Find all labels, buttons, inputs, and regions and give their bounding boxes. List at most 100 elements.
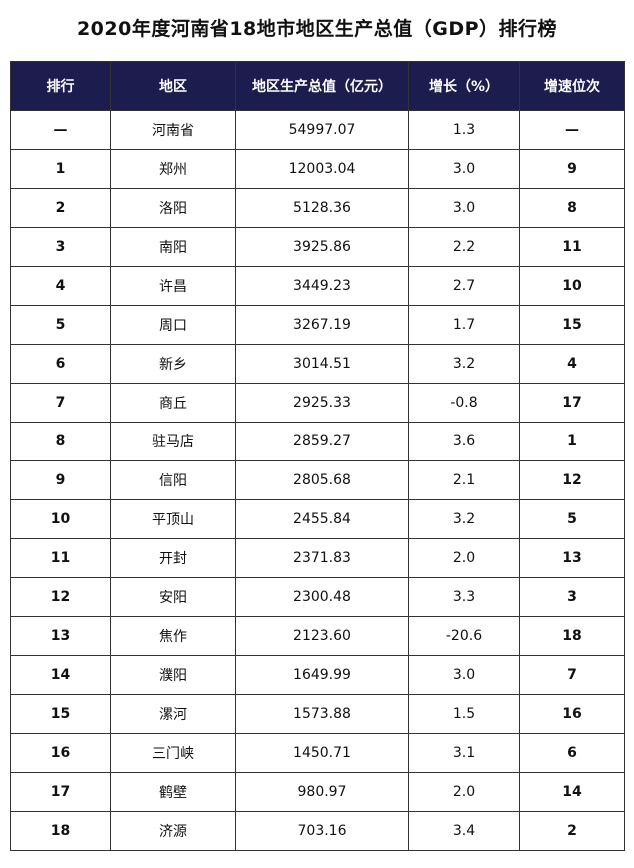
cell-growth: 3.6 xyxy=(408,421,520,462)
cell-growth: 3.4 xyxy=(408,810,520,851)
cell-gdp: 2123.60 xyxy=(235,616,409,657)
cell-region: 安阳 xyxy=(110,577,236,618)
cell-growth: 3.2 xyxy=(408,499,520,540)
cell-growth: 2.1 xyxy=(408,460,520,501)
cell-growth: 2.7 xyxy=(408,265,520,306)
cell-gdp: 2805.68 xyxy=(235,460,409,501)
header-growth: 增长（%） xyxy=(408,61,520,111)
cell-speed-rank: 14 xyxy=(519,771,625,812)
cell-region: 平顶山 xyxy=(110,499,236,540)
cell-speed-rank: 8 xyxy=(519,187,625,228)
cell-growth: 3.0 xyxy=(408,187,520,228)
cell-region: 许昌 xyxy=(110,265,236,306)
table-row: 2 洛阳 5128.36 3.0 8 xyxy=(10,187,625,228)
cell-gdp: 3267.19 xyxy=(235,304,409,345)
table-row: 18 济源 703.16 3.4 2 xyxy=(10,810,625,851)
cell-rank: 15 xyxy=(10,694,111,734)
cell-gdp: 2300.48 xyxy=(235,577,409,618)
cell-gdp: 703.16 xyxy=(235,810,409,851)
cell-rank: — xyxy=(10,110,111,150)
cell-speed-rank: 12 xyxy=(519,460,625,501)
cell-gdp: 2371.83 xyxy=(235,538,409,579)
table-row: 17 鹤壁 980.97 2.0 14 xyxy=(10,771,625,812)
cell-gdp: 2925.33 xyxy=(235,382,409,423)
cell-rank: 17 xyxy=(10,771,111,812)
cell-growth: 2.2 xyxy=(408,226,520,267)
cell-speed-rank: 3 xyxy=(519,577,625,618)
cell-gdp: 2859.27 xyxy=(235,421,409,462)
cell-growth: 3.0 xyxy=(408,148,520,189)
cell-gdp: 3449.23 xyxy=(235,265,409,306)
cell-growth: 3.0 xyxy=(408,655,520,696)
cell-rank: 4 xyxy=(10,265,111,306)
cell-speed-rank: 1 xyxy=(519,421,625,462)
cell-speed-rank: 5 xyxy=(519,499,625,540)
table-row: 10 平顶山 2455.84 3.2 5 xyxy=(10,499,625,540)
cell-gdp: 980.97 xyxy=(235,771,409,812)
cell-rank: 13 xyxy=(10,616,111,657)
table-row: 8 驻马店 2859.27 3.6 1 xyxy=(10,421,625,462)
cell-rank: 8 xyxy=(10,421,111,462)
cell-region: 新乡 xyxy=(110,343,236,384)
cell-rank: 6 xyxy=(10,343,111,384)
cell-speed-rank: 6 xyxy=(519,733,625,773)
header-gdp: 地区生产总值（亿元） xyxy=(235,61,409,111)
cell-growth: 3.2 xyxy=(408,343,520,384)
gdp-ranking-table: 排行 地区 地区生产总值（亿元） 增长（%） 增速位次 — 河南省 54997.07… xyxy=(10,61,625,851)
header-row: 排行 地区 地区生产总值（亿元） 增长（%） 增速位次 xyxy=(10,61,625,111)
table-row: 3 南阳 3925.86 2.2 11 xyxy=(10,226,625,267)
cell-growth: 2.0 xyxy=(408,771,520,812)
cell-region: 焦作 xyxy=(110,616,236,657)
cell-rank: 12 xyxy=(10,577,111,618)
table-row: 9 信阳 2805.68 2.1 12 xyxy=(10,460,625,501)
cell-region: 郑州 xyxy=(110,148,236,189)
cell-growth: 3.1 xyxy=(408,733,520,773)
cell-gdp: 3925.86 xyxy=(235,226,409,267)
table-row: — 河南省 54997.07 1.3— xyxy=(10,110,625,150)
table-row: 7 商丘 2925.33 -0.8 17 xyxy=(10,382,625,423)
page-title: 2020年度河南省18地市地区生产总值（GDP）排行榜 xyxy=(76,18,558,40)
cell-speed-rank: 11 xyxy=(519,226,625,267)
cell-growth: 1.3 xyxy=(408,110,520,150)
cell-gdp: 54997.07 xyxy=(235,110,409,150)
cell-region: 驻马店 xyxy=(110,421,236,462)
cell-rank: 9 xyxy=(10,460,111,501)
cell-region: 开封 xyxy=(110,538,236,579)
cell-speed-rank: — xyxy=(519,110,625,150)
cell-region: 漯河 xyxy=(110,694,236,734)
cell-rank: 16 xyxy=(10,733,111,773)
cell-gdp: 1649.99 xyxy=(235,655,409,696)
cell-region: 河南省 xyxy=(110,110,236,150)
cell-region: 济源 xyxy=(110,810,236,851)
cell-rank: 14 xyxy=(10,655,111,696)
table-body: — 河南省 54997.07 1.3—1 郑州 12003.04 3.0 9 2 洛阳 5128.3… xyxy=(10,110,625,851)
table-row: 11 开封 2371.83 2.0 13 xyxy=(10,538,625,579)
cell-speed-rank: 4 xyxy=(519,343,625,384)
table-row: 12 安阳 2300.48 3.3 3 xyxy=(10,577,625,618)
cell-region: 南阳 xyxy=(110,226,236,267)
header-rank: 排行 xyxy=(10,61,111,111)
cell-gdp: 12003.04 xyxy=(235,148,409,189)
cell-speed-rank: 9 xyxy=(519,148,625,189)
cell-rank: 10 xyxy=(10,499,111,540)
cell-rank: 18 xyxy=(10,810,111,851)
header-region: 地区 xyxy=(110,61,236,111)
cell-region: 商丘 xyxy=(110,382,236,423)
table-row: 16 三门峡 1450.71 3.1 6 xyxy=(10,733,625,773)
cell-gdp: 1450.71 xyxy=(235,733,409,773)
cell-speed-rank: 13 xyxy=(519,538,625,579)
cell-rank: 2 xyxy=(10,187,111,228)
cell-region: 洛阳 xyxy=(110,187,236,228)
table-row: 5 周口 3267.19 1.7 15 xyxy=(10,304,625,345)
cell-rank: 7 xyxy=(10,382,111,423)
cell-growth: -20.6 xyxy=(408,616,520,657)
cell-growth: 1.5 xyxy=(408,694,520,734)
cell-region: 濮阳 xyxy=(110,655,236,696)
cell-rank: 3 xyxy=(10,226,111,267)
cell-speed-rank: 18 xyxy=(519,616,625,657)
table-row: 14 濮阳 1649.99 3.0 7 xyxy=(10,655,625,696)
cell-speed-rank: 16 xyxy=(519,694,625,734)
cell-region: 周口 xyxy=(110,304,236,345)
cell-gdp: 1573.88 xyxy=(235,694,409,734)
table-row: 6 新乡 3014.51 3.2 4 xyxy=(10,343,625,384)
